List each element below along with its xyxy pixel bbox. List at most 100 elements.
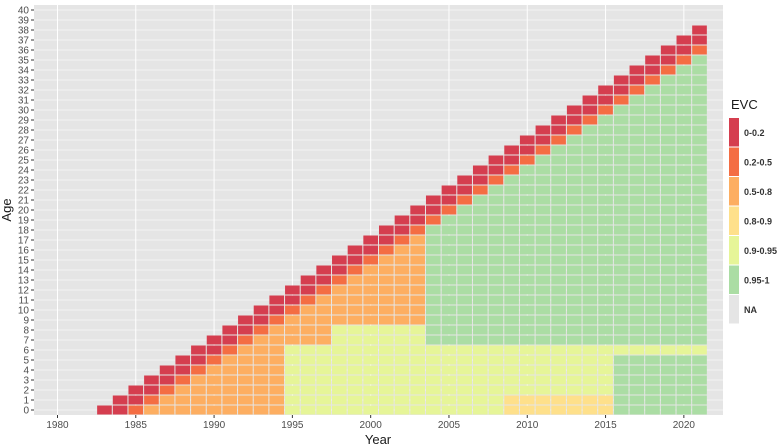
heat-cell [676, 355, 692, 365]
heat-cell [159, 375, 175, 385]
heat-cell [347, 375, 363, 385]
heat-cell [488, 225, 504, 235]
heat-cell [159, 385, 175, 395]
heat-cell [457, 355, 472, 365]
heat-cell [300, 325, 316, 335]
heat-cell [645, 365, 660, 375]
heat-cell [504, 255, 519, 265]
heat-cell [222, 345, 238, 355]
legend-label: 0-0.2 [744, 128, 765, 138]
heat-cell [504, 345, 519, 355]
heat-cell [629, 245, 645, 255]
heat-cell [410, 275, 425, 285]
heat-cell [692, 295, 707, 305]
heat-cell [300, 335, 316, 345]
heat-cell [660, 215, 676, 225]
heat-cell [457, 365, 472, 375]
heat-cell [441, 195, 457, 205]
heat-cell [613, 105, 629, 115]
heat-cell [410, 255, 425, 265]
heat-cell [144, 375, 159, 385]
heat-cell [300, 405, 316, 415]
heat-cell [472, 385, 488, 395]
heat-cell [253, 315, 269, 325]
heat-cell [394, 305, 410, 315]
heat-cell [692, 275, 707, 285]
heat-cell [535, 405, 551, 415]
y-tick-label: 30 [18, 106, 30, 117]
heat-cell [566, 185, 582, 195]
heat-cell [504, 275, 519, 285]
heat-cell [566, 245, 582, 255]
heat-cell [472, 345, 488, 355]
x-tick-label: 1995 [281, 420, 304, 431]
heat-cell [519, 195, 535, 205]
heat-cell [441, 385, 457, 395]
heat-cell [488, 305, 504, 315]
heat-cell [660, 345, 676, 355]
y-tick-label: 32 [18, 86, 30, 97]
heat-cell [598, 195, 613, 205]
heat-cell [535, 265, 551, 275]
heat-cell [285, 345, 300, 355]
heat-cell [316, 325, 332, 335]
heat-cell [222, 385, 238, 395]
y-tick-label: 21 [18, 196, 30, 207]
heat-cell [692, 45, 707, 55]
heat-cell [535, 375, 551, 385]
heat-cell [379, 385, 394, 395]
legend-label: NA [744, 305, 757, 315]
heat-cell [410, 405, 425, 415]
heat-cell [472, 215, 488, 225]
heat-cell [488, 345, 504, 355]
heat-cell [457, 295, 472, 305]
heat-cell [582, 375, 598, 385]
heat-cell [472, 185, 488, 195]
heat-cell [379, 325, 394, 335]
heat-cell [316, 305, 332, 315]
heat-cell [551, 235, 566, 245]
heat-cell [535, 275, 551, 285]
heat-cell [206, 355, 222, 365]
heat-cell [285, 325, 300, 335]
y-tick-label: 9 [23, 316, 29, 327]
heat-cell [425, 205, 441, 215]
heat-cell [269, 335, 285, 345]
heat-cell [410, 305, 425, 315]
heat-cell [253, 365, 269, 375]
heat-cell [645, 185, 660, 195]
heat-cell [425, 335, 441, 345]
heat-cell [551, 125, 566, 135]
heat-cell [300, 315, 316, 325]
y-tick-label: 15 [18, 256, 30, 267]
heat-cell [457, 215, 472, 225]
heat-cell [613, 385, 629, 395]
heat-cell [238, 335, 253, 345]
legend-label: 0.8-0.9 [744, 216, 772, 226]
heat-cell [379, 395, 394, 405]
heat-cell [316, 385, 332, 395]
heat-cell [379, 345, 394, 355]
heat-cell [285, 375, 300, 385]
heat-cell [285, 395, 300, 405]
heat-cell [159, 395, 175, 405]
heat-cell [582, 195, 598, 205]
legend-label: 0.9-0.95 [744, 246, 777, 256]
heat-cell [660, 395, 676, 405]
heat-cell [676, 375, 692, 385]
heat-cell [332, 405, 347, 415]
heat-cell [582, 355, 598, 365]
heat-cell [692, 65, 707, 75]
heat-cell [598, 225, 613, 235]
heat-cell [551, 255, 566, 265]
heat-cell [582, 385, 598, 395]
heat-cell [598, 175, 613, 185]
heat-cell [347, 355, 363, 365]
heat-cell [645, 375, 660, 385]
heat-cell [285, 315, 300, 325]
heat-cell [394, 295, 410, 305]
heat-cell [613, 345, 629, 355]
heat-cell [645, 215, 660, 225]
heat-cell [316, 265, 332, 275]
y-tick-label: 29 [18, 116, 30, 127]
